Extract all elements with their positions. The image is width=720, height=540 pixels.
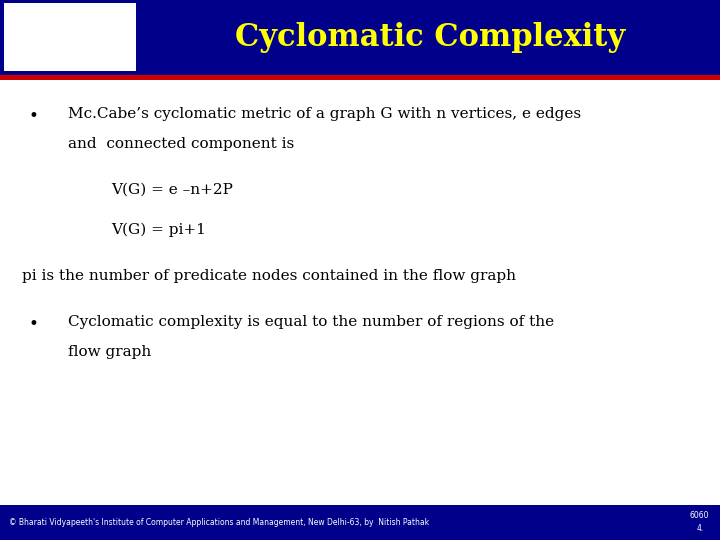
Bar — [0, 75, 720, 80]
Text: Cyclomatic Complexity: Cyclomatic Complexity — [235, 22, 625, 53]
Text: pi is the number of predicate nodes contained in the flow graph: pi is the number of predicate nodes cont… — [22, 269, 516, 283]
Bar — [4, 3, 136, 71]
Text: V(G) = e –n+2P: V(G) = e –n+2P — [112, 183, 233, 197]
Text: 4.: 4. — [697, 524, 704, 534]
Text: •: • — [29, 107, 39, 125]
Text: and  connected component is: and connected component is — [68, 137, 294, 151]
Text: Cyclomatic complexity is equal to the number of regions of the: Cyclomatic complexity is equal to the nu… — [68, 315, 554, 329]
Bar — [0, 505, 720, 540]
Text: © Bharati Vidyapeeth's Institute of Computer Applications and Management, New De: © Bharati Vidyapeeth's Institute of Comp… — [9, 518, 429, 527]
Text: V(G) = pi+1: V(G) = pi+1 — [112, 223, 207, 238]
Text: Mc.Cabe’s cyclomatic metric of a graph G with n vertices, e edges: Mc.Cabe’s cyclomatic metric of a graph G… — [68, 107, 582, 121]
Text: flow graph: flow graph — [68, 345, 152, 359]
Text: 6060: 6060 — [690, 511, 709, 521]
Bar — [0, 0, 720, 75]
Text: •: • — [29, 315, 39, 333]
